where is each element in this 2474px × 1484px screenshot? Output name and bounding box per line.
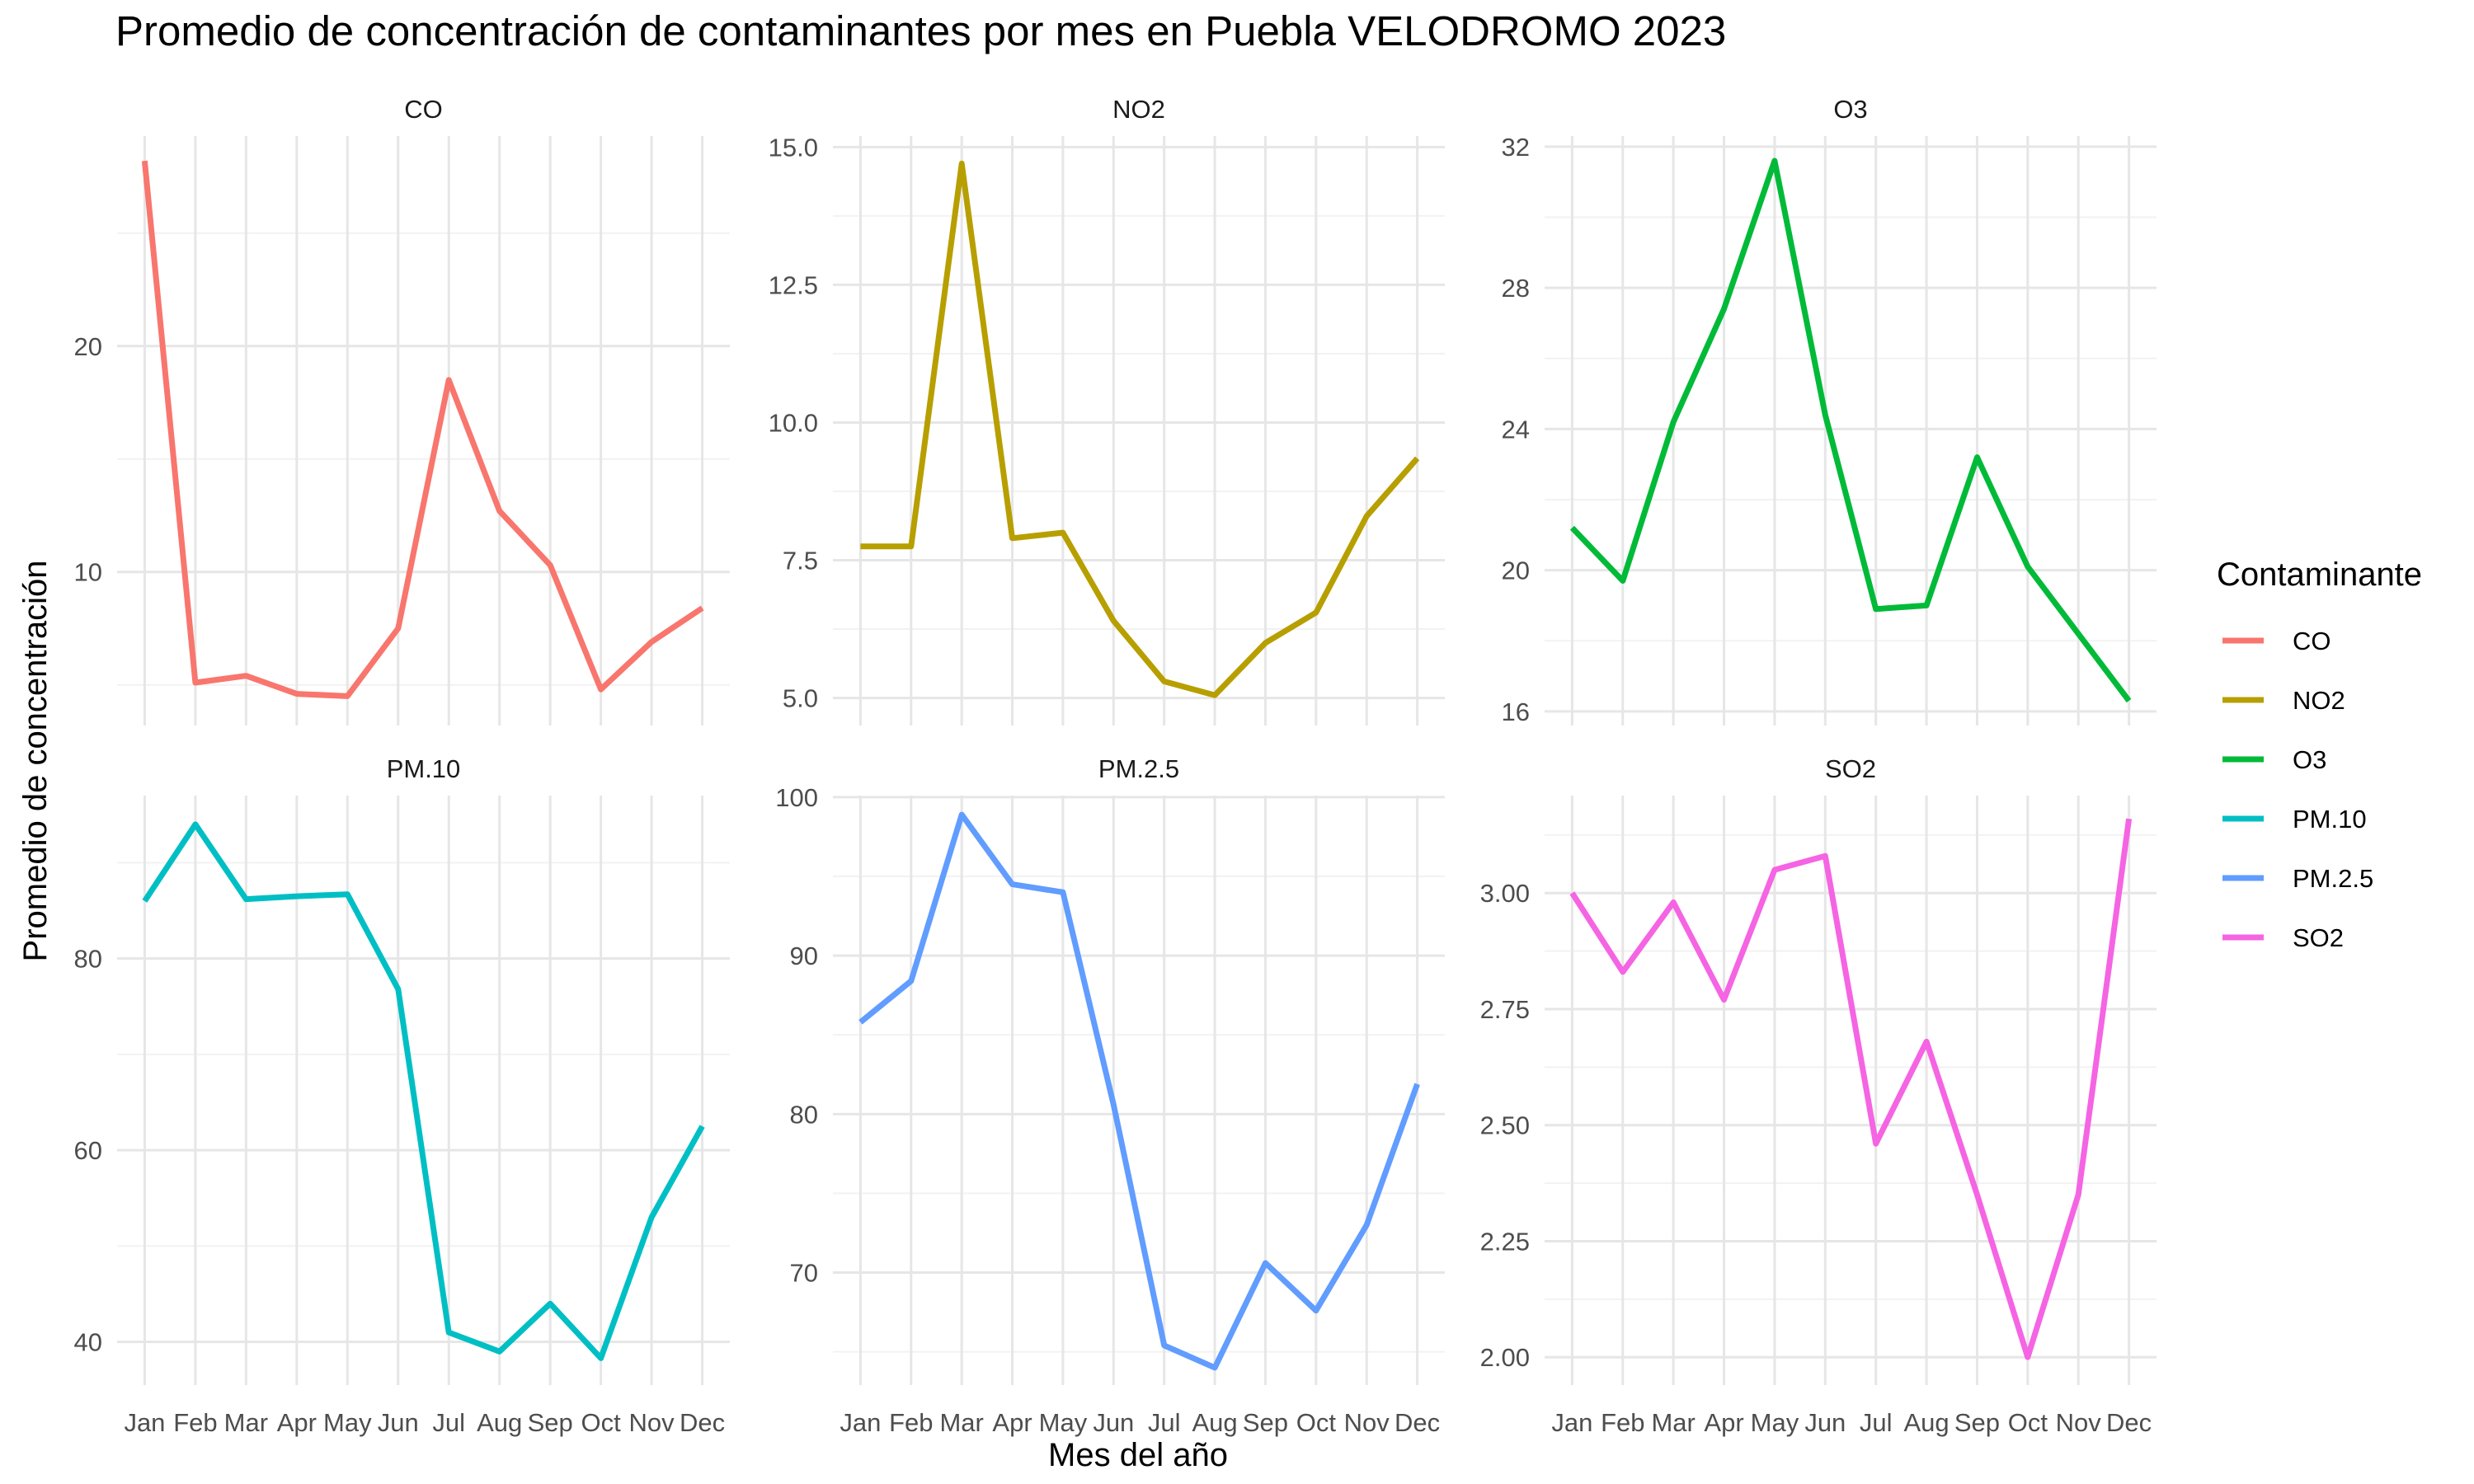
x-tick-label: Jul [432, 1408, 465, 1437]
legend-label-pm-2-5: PM.2.5 [2293, 864, 2373, 893]
y-tick-label-co: 10 [74, 558, 102, 587]
y-tick-label-no2: 5.0 [783, 684, 818, 713]
series-line-pm-2-5 [858, 811, 1420, 1371]
x-tick-label: Jul [1860, 1408, 1893, 1437]
x-tick-label: May [1751, 1408, 1799, 1437]
x-tick-label: Feb [889, 1408, 933, 1437]
legend-label-co: CO [2293, 627, 2331, 655]
x-tick-label: Mar [1651, 1408, 1695, 1437]
y-tick-label-o3: 28 [1502, 274, 1530, 303]
x-tick-label: May [323, 1408, 372, 1437]
series-line-co [141, 160, 704, 699]
y-tick-label-o3: 24 [1502, 415, 1530, 444]
facet-label-no2: NO2 [1112, 95, 1165, 124]
y-tick-label-so2: 2.25 [1480, 1227, 1530, 1256]
y-tick-label-o3: 16 [1502, 697, 1530, 726]
facet-label-co: CO [404, 95, 443, 124]
x-tick-label: Apr [1704, 1408, 1743, 1437]
x-tick-label: Dec [680, 1408, 725, 1437]
y-tick-label-so2: 2.00 [1480, 1343, 1530, 1372]
x-tick-label: Dec [1395, 1408, 1440, 1437]
x-tick-label: Dec [2106, 1408, 2152, 1437]
x-tick-label: Jun [1093, 1408, 1134, 1437]
x-tick-label: Jan [124, 1408, 165, 1437]
x-tick-label: Oct [581, 1408, 622, 1437]
facet-label-o3: O3 [1833, 95, 1867, 124]
x-tick-label: Oct [2008, 1408, 2048, 1437]
facet-label-pm-10: PM.10 [387, 754, 461, 783]
y-tick-label-no2: 12.5 [769, 270, 818, 299]
y-tick-label-so2: 2.50 [1480, 1111, 1530, 1140]
x-tick-label: Sep [1243, 1408, 1288, 1437]
y-tick-label-pm-10: 80 [74, 945, 102, 974]
x-axis-title: Mes del año [1048, 1437, 1228, 1473]
chart-title: Promedio de concentración de contaminant… [115, 7, 1727, 54]
x-tick-label: Nov [2056, 1408, 2102, 1437]
x-tick-label: Apr [992, 1408, 1032, 1437]
legend-label-so2: SO2 [2293, 923, 2344, 952]
x-tick-label: Apr [277, 1408, 317, 1437]
y-tick-label-pm-2-5: 90 [790, 942, 818, 970]
x-tick-label: Nov [629, 1408, 675, 1437]
y-tick-label-no2: 10.0 [769, 408, 818, 437]
y-tick-label-no2: 7.5 [783, 547, 818, 575]
y-tick-label-so2: 2.75 [1480, 995, 1530, 1024]
x-tick-label: Jun [1804, 1408, 1846, 1437]
legend-label-pm-10: PM.10 [2293, 805, 2367, 834]
series-line-o3 [1569, 157, 2132, 703]
x-tick-label: Jan [1551, 1408, 1592, 1437]
facet-label-so2: SO2 [1825, 754, 1876, 783]
x-tick-label: Sep [528, 1408, 573, 1437]
y-tick-label-pm-2-5: 100 [775, 783, 818, 812]
x-tick-label: Aug [1903, 1408, 1949, 1437]
x-tick-label: Feb [173, 1408, 217, 1437]
x-tick-label: May [1039, 1408, 1088, 1437]
y-axis-title: Promedio de concentración [17, 561, 54, 962]
y-tick-label-so2: 3.00 [1480, 879, 1530, 908]
y-tick-label-o3: 32 [1502, 133, 1530, 162]
y-tick-label-no2: 15.0 [769, 133, 818, 162]
x-tick-label: Jun [378, 1408, 419, 1437]
x-tick-label: Aug [1192, 1408, 1237, 1437]
legend-title: Contaminante [2217, 556, 2422, 593]
y-tick-label-pm-10: 60 [74, 1136, 102, 1165]
x-tick-label: Oct [1296, 1408, 1337, 1437]
series-line-no2 [860, 160, 1420, 698]
facet-label-pm-2-5: PM.2.5 [1098, 754, 1179, 783]
legend-label-o3: O3 [2293, 745, 2326, 774]
x-tick-label: Jan [840, 1408, 881, 1437]
y-tick-label-pm-2-5: 70 [790, 1259, 818, 1288]
x-tick-label: Mar [939, 1408, 983, 1437]
y-tick-label-o3: 20 [1502, 556, 1530, 585]
x-tick-label: Jul [1148, 1408, 1181, 1437]
legend-label-no2: NO2 [2293, 686, 2345, 715]
x-tick-label: Nov [1344, 1408, 1390, 1437]
y-tick-label-pm-2-5: 80 [790, 1100, 818, 1129]
series-line-pm-10 [142, 821, 705, 1361]
x-tick-label: Aug [477, 1408, 522, 1437]
x-tick-label: Mar [224, 1408, 268, 1437]
y-tick-label-co: 20 [74, 332, 102, 361]
x-tick-label: Sep [1954, 1408, 2000, 1437]
x-tick-label: Feb [1601, 1408, 1644, 1437]
series-line-so2 [1569, 818, 2133, 1360]
y-tick-label-pm-10: 40 [74, 1328, 102, 1357]
